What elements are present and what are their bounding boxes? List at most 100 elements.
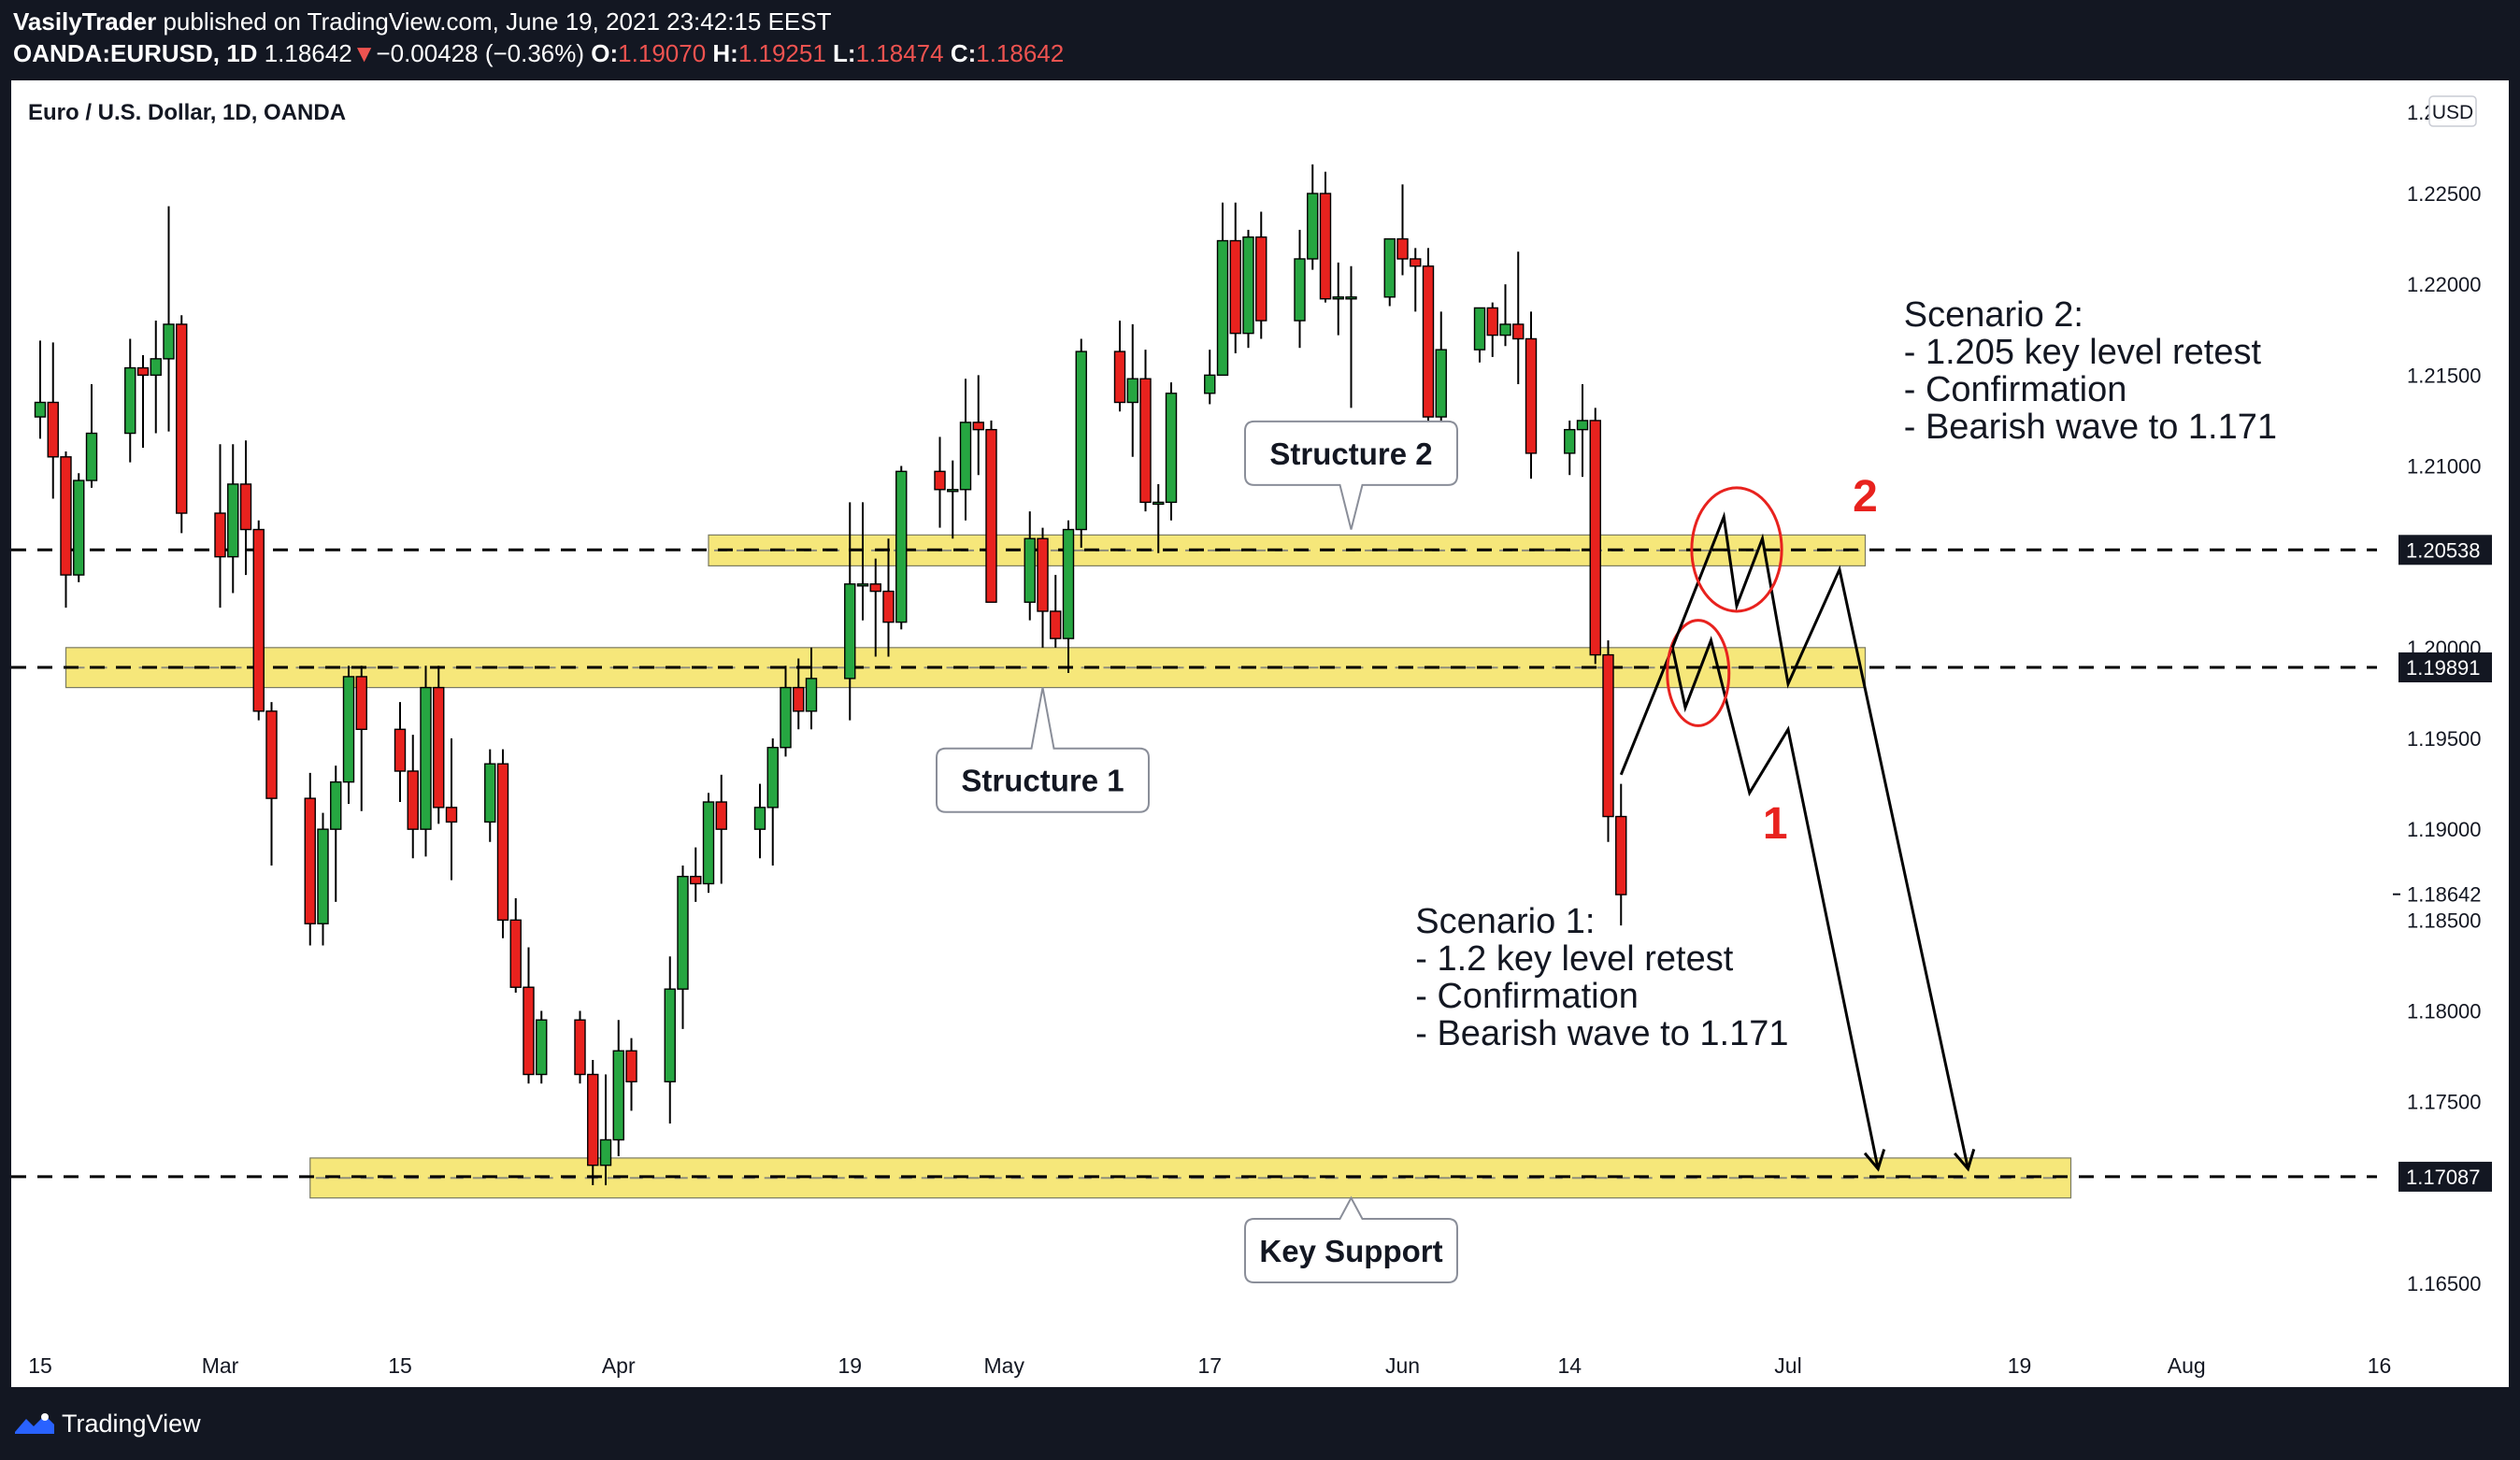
scenario-text-line: - 1.205 key level retest: [1904, 333, 2262, 372]
candle: [1075, 338, 1087, 548]
author-name[interactable]: VasilyTrader: [13, 7, 157, 36]
scenario-path: [1619, 636, 1880, 1169]
retest-circle: [1666, 619, 1731, 727]
time-tick: Aug: [2168, 1353, 2206, 1378]
candles-layer: [0, 164, 1627, 1186]
candle: [1255, 211, 1267, 339]
candle: [780, 666, 792, 757]
candle: [47, 342, 59, 499]
scenario-number: 1: [1763, 799, 1788, 849]
price-chart[interactable]: Euro / U.S. Dollar, 1D, OANDA 12 Structu…: [0, 80, 2509, 1387]
candle-body: [1525, 337, 1538, 454]
candle: [342, 666, 355, 804]
candle-body: [1486, 307, 1498, 336]
candle: [496, 749, 509, 938]
candle-body: [85, 432, 98, 481]
candle-body: [1126, 378, 1138, 404]
candle: [34, 340, 47, 439]
close-label: C:: [950, 39, 977, 67]
candle-body: [252, 528, 265, 712]
candle-body: [60, 456, 72, 576]
candle-body: [239, 483, 252, 531]
candle-body: [34, 401, 47, 418]
candle: [536, 1010, 548, 1084]
candle: [972, 375, 984, 476]
change-arrow-icon: ▼: [351, 39, 377, 67]
candle: [407, 735, 419, 859]
candle-body: [484, 763, 496, 823]
candle: [715, 774, 727, 884]
callout-box: [1244, 420, 1458, 530]
candle: [60, 451, 72, 608]
candle-body: [1332, 296, 1344, 300]
callout-box: [936, 687, 1150, 813]
candle: [317, 812, 329, 946]
candle-body: [1615, 815, 1627, 895]
scenario-text-line: - Confirmation: [1415, 977, 1639, 1016]
candle-body: [805, 678, 818, 712]
candle: [856, 502, 869, 621]
price-axis[interactable]: 1.2 USD 1.225001.220001.215001.210001.20…: [2393, 95, 2492, 1295]
candle-body: [496, 763, 509, 922]
publish-info: VasilyTrader published on TradingView.co…: [13, 7, 831, 36]
candle-body: [1435, 349, 1447, 418]
candle-body: [1050, 610, 1062, 639]
scenario-text-layer: Scenario 2:- 1.205 key level retest - Con…: [1415, 295, 2277, 1053]
scenario-text-line: Scenario 2:: [1904, 295, 2083, 335]
candle: [394, 702, 407, 803]
price-tick: 1.19000: [2407, 818, 2482, 841]
callout-box: [1244, 1195, 1458, 1284]
candle-body: [1422, 265, 1435, 418]
time-tick: Jun: [1385, 1353, 1420, 1378]
candle: [1229, 202, 1241, 354]
candle-body: [176, 323, 188, 514]
time-tick: 19: [838, 1353, 862, 1378]
candle: [1242, 229, 1254, 349]
candle-body: [612, 1050, 624, 1141]
candle-body: [574, 1019, 586, 1076]
candle: [869, 558, 881, 657]
callout-label: Key Support: [1259, 1234, 1442, 1268]
candle-body: [330, 780, 342, 830]
candle-body: [972, 422, 984, 431]
candle: [420, 666, 432, 857]
candle: [1050, 575, 1062, 648]
candle: [1126, 323, 1138, 457]
time-axis[interactable]: 15 Mar 15 Apr 19 May 17 Jun 14 Jul 19 Aug 16: [28, 1353, 2391, 1378]
price-label-text: 1.19891: [2406, 656, 2481, 680]
candle-body: [1024, 537, 1036, 603]
last-price-label: 1.18642: [2407, 883, 2482, 907]
tradingview-logo-icon[interactable]: [13, 1411, 56, 1436]
candle: [176, 315, 188, 534]
candle: [1294, 229, 1306, 349]
price-tick: 1.22000: [2407, 273, 2482, 296]
candle: [1615, 783, 1627, 926]
candle: [304, 772, 316, 946]
candle: [574, 1010, 586, 1084]
candle-body: [1512, 323, 1525, 340]
candle: [1589, 408, 1601, 665]
time-tick: 16: [2368, 1353, 2392, 1378]
candle: [1396, 184, 1409, 276]
candle: [1602, 640, 1614, 842]
candle: [844, 502, 856, 721]
candle-body: [947, 489, 959, 493]
candle: [1512, 251, 1525, 385]
candle: [252, 520, 265, 721]
candle-body: [1204, 374, 1216, 394]
tradingview-brand[interactable]: TradingView: [62, 1410, 201, 1438]
price-change: −0.00428 (−0.36%): [376, 39, 585, 67]
candle: [1319, 171, 1332, 303]
candle-body: [715, 801, 727, 830]
candle-body: [342, 676, 355, 783]
scenario-path: [1670, 511, 1969, 1169]
candle: [239, 440, 252, 576]
currency-label[interactable]: USD: [2432, 102, 2473, 123]
candle-body: [355, 676, 367, 730]
candle: [677, 866, 689, 1029]
candle: [1204, 350, 1216, 405]
candle: [85, 384, 98, 488]
currency-button[interactable]: [2428, 95, 2477, 127]
callout-label: Structure 1: [961, 764, 1124, 798]
